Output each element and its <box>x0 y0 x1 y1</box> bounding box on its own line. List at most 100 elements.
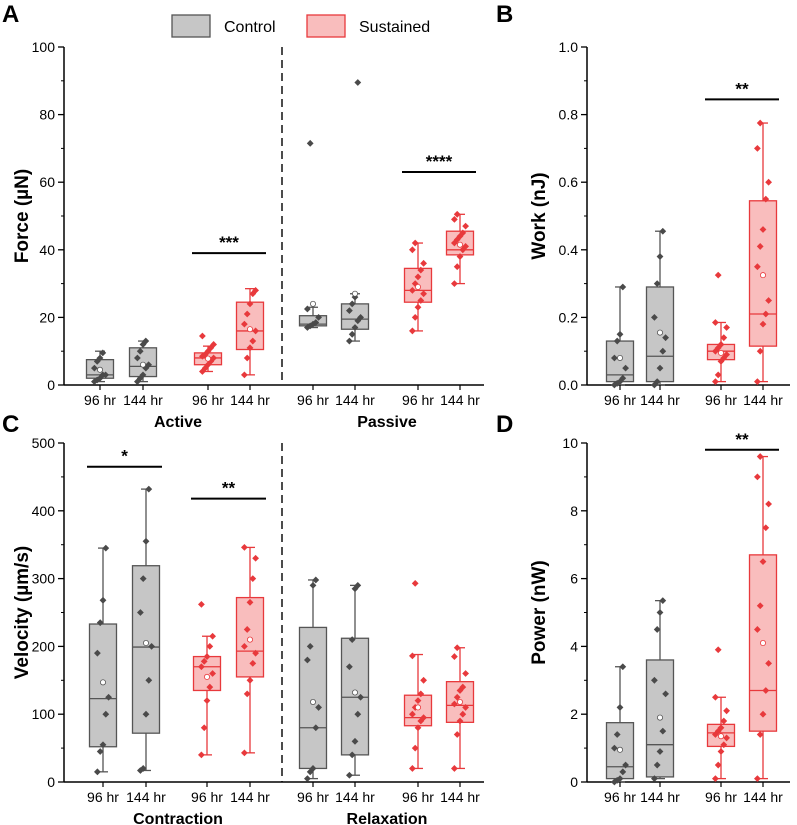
data-point <box>346 771 353 779</box>
x-tick-label: 96 hr <box>84 392 116 408</box>
data-point <box>659 227 667 235</box>
data-point <box>714 271 722 279</box>
box-5 <box>298 576 328 783</box>
x-tick-label: 96 hr <box>604 392 636 408</box>
data-point <box>304 305 311 313</box>
data-point <box>102 544 110 552</box>
data-point <box>411 579 419 587</box>
data-point <box>252 554 259 562</box>
y-tick-label: 0.8 <box>559 107 579 123</box>
significance-label: **** <box>426 152 453 171</box>
significance-label: ** <box>222 479 236 498</box>
box-5 <box>298 139 328 331</box>
mean-marker <box>657 714 664 721</box>
x-tick-label: 144 hr <box>440 789 480 805</box>
data-point <box>417 690 425 698</box>
legend-control-swatch <box>171 14 211 38</box>
data-point <box>346 337 353 345</box>
box-2 <box>645 597 675 783</box>
panel-a-force: 0 20 40 60 80 100 Force (µN) 96 hr 144 hr 96 hr 14… <box>12 39 484 431</box>
significance-label: ** <box>735 430 749 449</box>
data-point <box>351 324 359 331</box>
iqr-box <box>192 655 222 692</box>
data-point <box>243 690 251 698</box>
data-point <box>414 697 422 705</box>
y-tick-label: 0.4 <box>559 242 579 258</box>
data-point <box>99 741 107 749</box>
data-point <box>451 280 458 287</box>
x-tick-label: 96 hr <box>297 392 329 408</box>
data-point <box>462 670 469 677</box>
data-point <box>91 364 98 372</box>
mean-marker <box>718 733 725 740</box>
mean-marker <box>204 355 211 362</box>
data-point <box>348 636 356 644</box>
data-point <box>96 748 104 755</box>
data-point <box>420 290 427 298</box>
data-point <box>209 632 216 640</box>
data-point <box>354 710 362 718</box>
y-tick-label: 8 <box>570 503 578 519</box>
data-point <box>411 239 419 247</box>
data-point <box>312 724 320 732</box>
box-7 <box>403 579 433 772</box>
data-point <box>459 683 467 691</box>
data-point <box>249 337 257 345</box>
mean-marker <box>246 636 253 643</box>
data-point <box>714 646 722 654</box>
data-point <box>462 704 469 711</box>
data-point <box>451 215 458 223</box>
data-point <box>712 319 719 326</box>
box-2 <box>128 337 158 386</box>
iqr-box <box>88 623 118 748</box>
x-tick-label: 96 hr <box>402 392 434 408</box>
data-point <box>210 341 217 348</box>
data-point <box>94 768 101 776</box>
data-point <box>198 663 205 671</box>
data-point <box>462 243 469 250</box>
data-point <box>619 374 627 382</box>
y-tick-label: 80 <box>39 107 55 123</box>
mean-marker <box>414 704 421 711</box>
y-tick-label: 100 <box>32 706 56 722</box>
box-3 <box>706 271 736 386</box>
y-tick-label: 0.6 <box>559 174 579 190</box>
mean-marker <box>718 349 725 356</box>
data-point <box>417 297 425 304</box>
data-point <box>453 263 461 271</box>
y-tick-label: 400 <box>32 503 56 519</box>
x-tick-label: 144 hr <box>123 392 163 408</box>
y-tick-label: 6 <box>570 571 578 587</box>
mean-marker <box>351 290 358 297</box>
data-point <box>210 354 217 362</box>
data-point <box>304 775 311 783</box>
data-point <box>420 714 427 721</box>
y-tick-label: 40 <box>39 242 55 258</box>
y-tick-label: 10 <box>562 435 578 451</box>
data-point <box>723 707 730 715</box>
box-2 <box>645 227 675 389</box>
data-point <box>249 575 257 582</box>
data-point <box>246 300 254 308</box>
data-point <box>94 649 101 657</box>
data-point <box>105 693 112 701</box>
y-tick-label: 20 <box>39 309 55 325</box>
mean-marker <box>657 329 664 336</box>
data-point <box>246 676 254 684</box>
data-point <box>96 619 104 627</box>
box-4 <box>748 453 778 783</box>
mean-marker <box>309 698 316 705</box>
data-point <box>145 485 153 493</box>
legend-sustained-swatch <box>306 14 346 38</box>
x-tick-label: 96 hr <box>705 789 737 805</box>
data-point <box>756 119 764 127</box>
data-point <box>409 710 416 718</box>
x-tick-label: 96 hr <box>705 392 737 408</box>
box-1 <box>88 544 118 776</box>
data-point <box>198 751 205 759</box>
mean-marker <box>309 300 316 307</box>
data-point <box>357 314 364 321</box>
data-point <box>309 581 317 589</box>
data-point <box>102 371 109 379</box>
